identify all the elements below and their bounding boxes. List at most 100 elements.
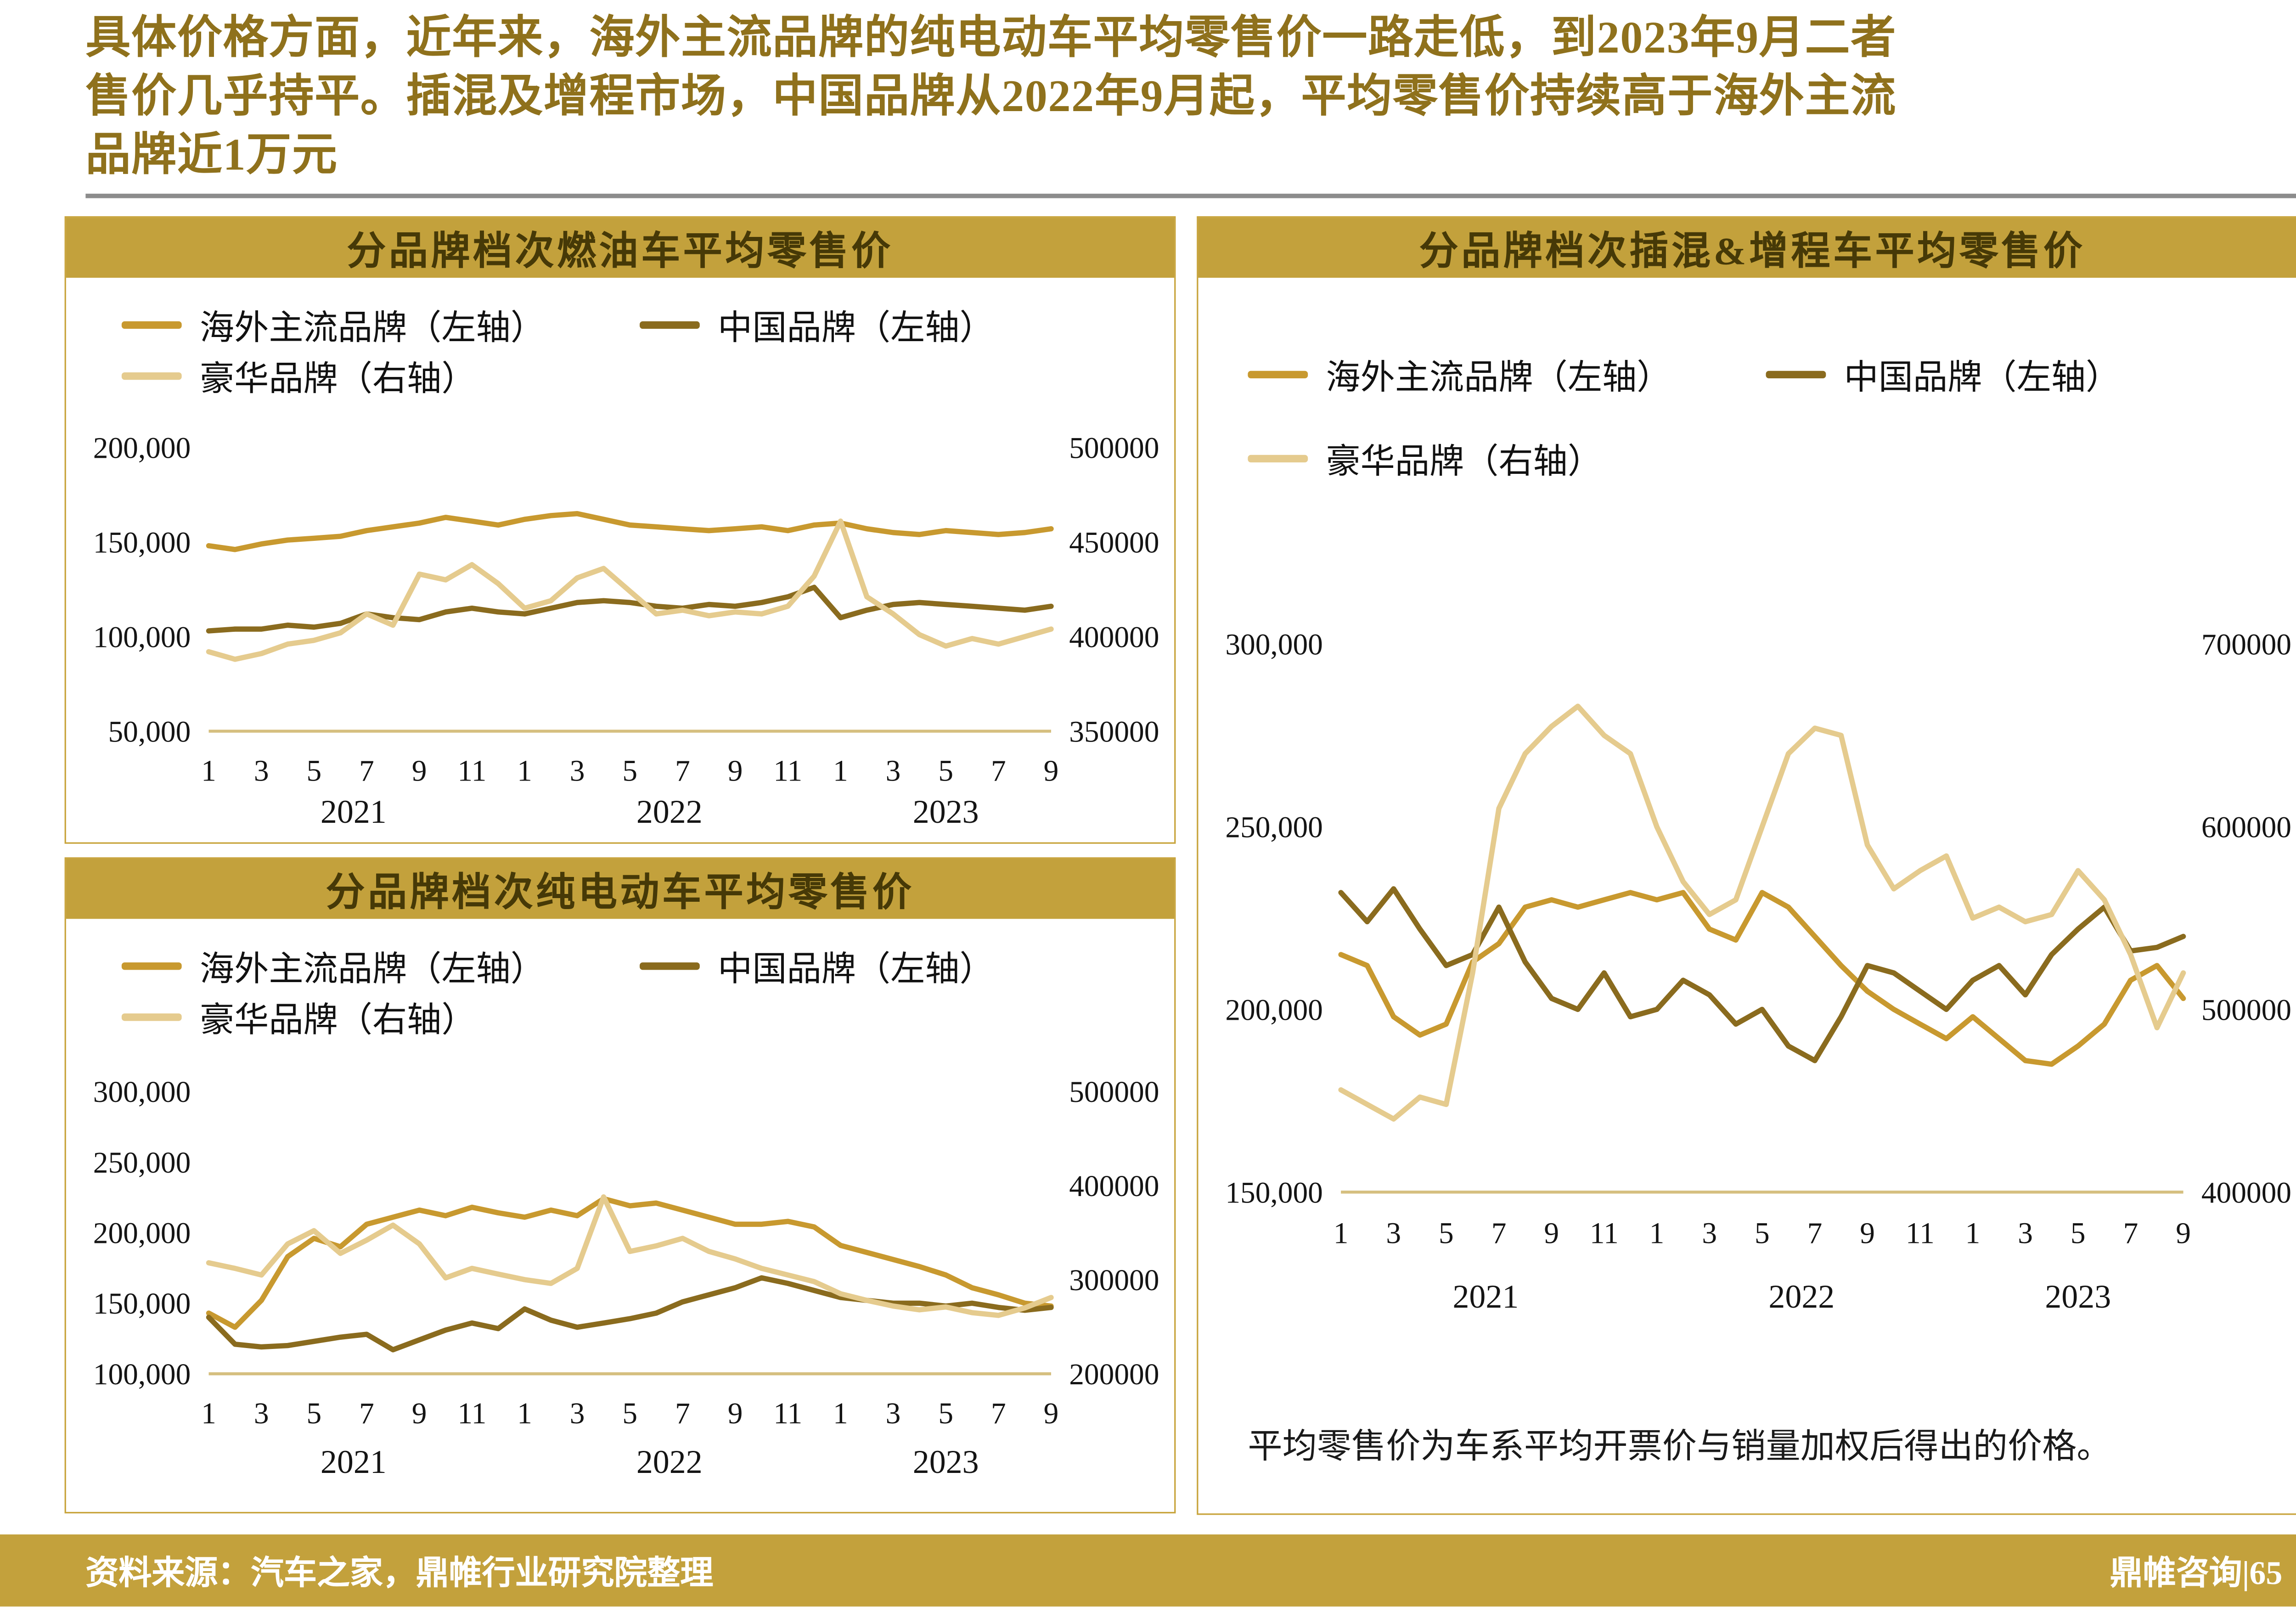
legend-item: 豪华品牌（右轴）	[1248, 416, 1766, 500]
legend-item: 豪华品牌（右轴）	[121, 350, 640, 401]
legend-line-swatch-icon	[1248, 370, 1308, 378]
legend-line-swatch-icon	[1248, 454, 1308, 462]
tick-label: 7	[991, 754, 1006, 787]
series-line	[206, 1194, 1054, 1318]
panel-fuel-chart: 分品牌档次燃油车平均零售价 海外主流品牌（左轴） 中国品牌（左轴） 豪华品牌（右轴）…	[64, 216, 1176, 844]
tick-label: 200,000	[93, 432, 191, 465]
tick-label: 9	[728, 754, 743, 787]
chart-svg: 300,000 250,000 200,000 150,000 700000 600000…	[1225, 629, 2291, 1315]
panel-bev-chart: 分品牌档次纯电动车平均零售价 海外主流品牌（左轴） 中国品牌（左轴） 豪华品牌（右轴…	[64, 857, 1176, 1514]
tick-label: 7	[2123, 1217, 2138, 1250]
tick-label: 9	[1544, 1217, 1559, 1250]
tick-label: 150,000	[93, 1287, 191, 1320]
fuel-chart-title: 分品牌档次燃油车平均零售价	[66, 218, 1175, 278]
year-label: 2021	[321, 1444, 387, 1480]
tick-label: 5	[306, 754, 321, 787]
tick-label: 200000	[1069, 1358, 1159, 1391]
legend-item: 中国品牌（左轴）	[640, 940, 1158, 991]
tick-label: 11	[1906, 1217, 1935, 1250]
chart-svg: 300,000 250,000 200,000 150,000 100,000 50000…	[93, 1076, 1159, 1480]
footer-page-number: 鼎帷咨询|65	[2110, 1554, 2283, 1592]
tick-label: 3	[570, 1397, 585, 1430]
tick-label: 7	[1491, 1217, 1507, 1250]
year-label: 2023	[913, 793, 979, 830]
fuel-chart-canvas: 200,000 150,000 100,000 50,000 500000 450000 4…	[66, 401, 1174, 842]
legend-item: 豪华品牌（右轴）	[121, 991, 640, 1042]
tick-label: 5	[938, 754, 953, 787]
year-label: 2022	[636, 1444, 703, 1480]
page-title: 具体价格方面，近年来，海外主流品牌的纯电动车平均零售价一路走低，到2023年9月…	[0, 0, 2296, 185]
tick-label: 9	[2176, 1217, 2191, 1250]
tick-label: 100,000	[93, 621, 191, 654]
year-label: 2023	[913, 1444, 979, 1480]
tick-label: 9	[728, 1397, 743, 1430]
legend-label: 海外主流品牌（左轴）	[199, 309, 546, 347]
tick-label: 9	[412, 754, 427, 787]
tick-label: 50,000	[108, 715, 191, 748]
tick-label: 350000	[1069, 715, 1159, 748]
legend-label: 海外主流品牌（左轴）	[1326, 359, 1671, 397]
tick-label: 5	[1755, 1217, 1770, 1250]
tick-label: 11	[773, 754, 802, 787]
legend-item: 海外主流品牌（左轴）	[1248, 332, 1766, 416]
series-line	[206, 518, 1054, 662]
tick-label: 150,000	[1225, 1176, 1323, 1209]
header-line-2: 售价几乎持平。插混及增程市场，中国品牌从2022年9月起，平均零售价持续高于海外…	[85, 72, 1897, 122]
tick-label: 1	[201, 1397, 216, 1430]
legend-line-swatch-icon	[640, 961, 700, 969]
header-line-3: 品牌近1万元	[85, 130, 338, 180]
legend-line-swatch-icon	[121, 371, 182, 379]
series-line	[206, 1196, 1054, 1330]
header-divider	[85, 193, 2296, 198]
tick-label: 7	[359, 1397, 374, 1430]
tick-label: 1	[517, 1397, 532, 1430]
legend-item: 海外主流品牌（左轴）	[121, 940, 640, 991]
tick-label: 1	[1649, 1217, 1665, 1250]
year-label: 2022	[1768, 1278, 1835, 1315]
year-label: 2021	[1452, 1278, 1519, 1315]
series-line	[206, 584, 1054, 634]
tick-label: 100,000	[93, 1358, 191, 1391]
tick-label: 150,000	[93, 526, 191, 559]
phev-chart-legend: 海外主流品牌（左轴） 中国品牌（左轴） 豪华品牌（右轴）	[1198, 278, 2296, 500]
legend-line-swatch-icon	[1766, 370, 1826, 378]
year-label: 2021	[321, 793, 387, 830]
legend-label: 豪华品牌（右轴）	[199, 360, 476, 398]
legend-line-swatch-icon	[121, 1012, 182, 1020]
series-line	[1338, 886, 2186, 1063]
tick-label: 250,000	[1225, 811, 1323, 844]
tick-label: 7	[675, 754, 690, 787]
phev-chart-title: 分品牌档次插混&增程车平均零售价	[1198, 218, 2296, 278]
tick-label: 7	[1807, 1217, 1823, 1250]
legend-item: 中国品牌（左轴）	[640, 299, 1158, 350]
tick-label: 9	[1044, 1397, 1059, 1430]
tick-label: 9	[1860, 1217, 1875, 1250]
tick-label: 400000	[2201, 1176, 2291, 1209]
tick-label: 5	[622, 1397, 637, 1430]
chart-note: 平均零售价为车系平均开票价与销量加权后得出的价格。	[1248, 1427, 2111, 1466]
tick-label: 3	[254, 1397, 269, 1430]
tick-label: 300,000	[93, 1076, 191, 1109]
tick-label: 5	[1439, 1217, 1454, 1250]
bev-chart-title: 分品牌档次纯电动车平均零售价	[66, 859, 1175, 919]
legend-item: 中国品牌（左轴）	[1766, 332, 2284, 416]
tick-label: 300,000	[1225, 629, 1323, 662]
tick-label: 3	[2018, 1217, 2033, 1250]
legend-item: 海外主流品牌（左轴）	[121, 299, 640, 350]
tick-label: 5	[938, 1397, 953, 1430]
legend-label: 中国品牌（左轴）	[718, 950, 994, 988]
legend-line-swatch-icon	[121, 961, 182, 969]
tick-label: 11	[773, 1397, 802, 1430]
tick-label: 3	[254, 754, 269, 787]
tick-label: 7	[991, 1397, 1006, 1430]
tick-label: 300000	[1069, 1264, 1159, 1297]
panel-phev-chart: 分品牌档次插混&增程车平均零售价 海外主流品牌（左轴） 中国品牌（左轴） 豪华品牌（…	[1197, 216, 2296, 1515]
legend-label: 豪华品牌（右轴）	[199, 1001, 476, 1039]
tick-label: 1	[833, 1397, 848, 1430]
legend-line-swatch-icon	[640, 320, 700, 328]
left-column: 分品牌档次燃油车平均零售价 海外主流品牌（左轴） 中国品牌（左轴） 豪华品牌（右轴）…	[64, 216, 1176, 1515]
tick-label: 3	[886, 1397, 901, 1430]
tick-label: 250,000	[93, 1146, 191, 1180]
series-line	[1338, 890, 2186, 1067]
